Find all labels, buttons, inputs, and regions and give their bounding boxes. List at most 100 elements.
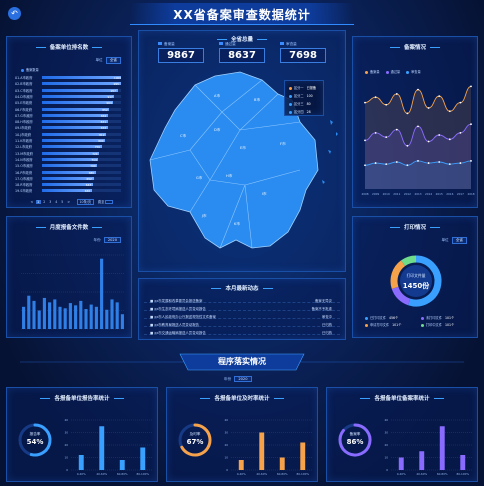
rank-track: 852: [42, 107, 121, 112]
donut-select-value[interactable]: 全省: [451, 237, 467, 244]
rank-row[interactable]: 07.G市政府 834: [15, 113, 121, 118]
rank-bar: [42, 157, 99, 161]
donut-unit-select[interactable]: 单位 全省: [441, 237, 467, 244]
rank-bar: [42, 176, 94, 180]
pager-item[interactable]: 4: [55, 200, 58, 204]
rank-panel: 备案单位排名数 单位 全省 备案数量 <1 2 3 4 5 > 10条/页 跳至 01.A…: [6, 36, 132, 208]
news-item[interactable]: ■ xx市人民政府办公厅报送规范性文件备案 审查中: [144, 312, 340, 319]
rank-row[interactable]: 12.L市政府 756: [15, 144, 121, 149]
map-city-label: H市: [226, 174, 233, 178]
rank-row[interactable]: 11.K市政府 800: [15, 138, 121, 143]
bottom-y-tick: 30: [384, 431, 388, 435]
section-year-select[interactable]: 年份 2020: [224, 376, 252, 382]
rank-row[interactable]: 10.J市政府 812: [15, 132, 121, 137]
pager-item[interactable]: 3: [49, 200, 52, 204]
rank-select-label: 单位: [95, 58, 103, 62]
bottom-x-tick: 40-60%: [96, 472, 107, 476]
kpi-label-text: 备案量: [164, 42, 175, 46]
totals-title: 全省总量: [139, 35, 345, 43]
rank-row[interactable]: 14.N市政府 714: [15, 157, 121, 162]
rank-legend: 备案数量: [21, 67, 39, 72]
pager-info[interactable]: 10条/页: [76, 199, 95, 205]
news-item[interactable]: ■ xx市生态环境局报送人员变动报告 备案不予批准: [144, 304, 340, 311]
section-divider: [20, 353, 464, 371]
bottom-x-tick: 60-80%: [117, 472, 128, 476]
rank-row[interactable]: 16.P市政府 680: [15, 170, 121, 175]
rank-value: 831: [100, 120, 106, 125]
rank-value: 724: [92, 151, 98, 156]
bottom-y-tick: 10: [64, 456, 68, 460]
trend-x-tick: 2015: [436, 192, 443, 196]
news-item[interactable]: ■ xx市交通运输局报送人员变动报告 已归档: [144, 328, 340, 335]
monthly-bar: [27, 295, 31, 329]
donut-panel: 打印情况 单位 全省 打印文件量 1450份 已打印文件 456个 未打印文件 101…: [352, 216, 478, 338]
rank-label: 18.R市政府: [15, 183, 33, 188]
rank-row[interactable]: 09.I市政府 833: [15, 125, 121, 130]
rank-bar: [42, 82, 121, 86]
rank-track: 812: [42, 132, 121, 137]
rank-bar: [42, 139, 106, 142]
rank-row[interactable]: 08.H市政府 831: [15, 119, 121, 124]
donut-legend-label: 申请打印文件: [370, 323, 390, 327]
monthly-year-select[interactable]: 年份 2020: [94, 237, 121, 243]
pager-item[interactable]: 1: [35, 200, 41, 204]
rank-track: 714: [42, 157, 121, 162]
rank-label: 17.Q市政府: [15, 176, 33, 181]
rank-row[interactable]: 03.C市政府 957: [15, 88, 121, 93]
trend-legend-item: 备案量: [365, 70, 380, 74]
trend-point: [448, 138, 451, 141]
bottom-y-tick: 10: [384, 456, 388, 460]
trend-x-tick: 2018: [467, 192, 474, 196]
bottom-bar: [78, 455, 84, 470]
rank-label: 12.L市政府: [15, 145, 32, 150]
rank-track: 756: [42, 145, 121, 149]
rank-row[interactable]: 13.M市政府 724: [15, 151, 121, 156]
trend-legend-label: 审查量: [411, 70, 421, 74]
pager-item[interactable]: <: [30, 200, 34, 204]
bottom-x-tick: 0-40%: [237, 472, 246, 476]
rank-row[interactable]: 15.O市政府 700: [15, 163, 121, 168]
map-city-label: E市: [240, 146, 246, 150]
rank-row[interactable]: 04.D市政府 917: [15, 94, 121, 99]
monthly-bar: [22, 306, 26, 329]
rank-row[interactable]: 02.B市政府 995: [15, 81, 121, 86]
donut-center-disc: [400, 265, 432, 297]
rank-bar: [42, 189, 92, 193]
donut-slice: [408, 255, 442, 307]
back-arrow-icon[interactable]: ↶: [8, 7, 21, 20]
rank-row[interactable]: 19.S市政府 630: [15, 188, 121, 193]
rank-label: 10.J市政府: [15, 132, 32, 137]
pager-goto-input[interactable]: [105, 200, 114, 204]
trend-point: [448, 110, 451, 113]
donut-slice: [390, 260, 406, 289]
news-item[interactable]: ■ xx市发展和改革委员会报送备案 备案无异议: [144, 296, 340, 303]
rank-value: 917: [107, 94, 113, 99]
monthly-panel-title: 月度报备文件数: [7, 223, 131, 231]
bottom-bar: [439, 426, 445, 470]
rank-row[interactable]: 18.R市政府 643: [15, 182, 121, 187]
pager-item[interactable]: 2: [43, 200, 46, 204]
rank-row[interactable]: 06.F市政府 852: [15, 107, 121, 112]
section-select-value[interactable]: 2020: [234, 376, 252, 382]
trend-point: [395, 93, 398, 95]
bottom-x-tick: 60-80%: [437, 472, 448, 476]
rank-row[interactable]: 01.A市政府 1000: [15, 75, 121, 80]
rank-pager[interactable]: <1 2 3 4 5 > 10条/页 跳至: [29, 199, 114, 205]
rank-row[interactable]: 05.E市政府 904: [15, 100, 121, 105]
bottom-y-tick: 0: [226, 468, 228, 472]
pager-item[interactable]: >: [67, 200, 70, 204]
news-item[interactable]: ■ xx市教育局报送人员变动报告 已归档: [144, 320, 340, 327]
donut-legend-item: 申请打印文件 101个: [365, 322, 401, 327]
monthly-bar: [48, 302, 52, 329]
monthly-select-value[interactable]: 2020: [103, 237, 121, 243]
donut-legend-label: 未打印文件: [426, 316, 442, 320]
trend-point: [438, 161, 441, 163]
bottom-bar: [259, 432, 265, 470]
rank-row[interactable]: 17.Q市政府 652: [15, 176, 121, 181]
rank-select-value[interactable]: 全省: [105, 57, 121, 64]
rank-unit-select[interactable]: 单位 全省: [95, 57, 121, 64]
rank-track: 833: [42, 126, 121, 130]
trend-point: [427, 107, 430, 109]
pager-item[interactable]: 5: [61, 200, 64, 204]
bottom-panel: 各报备单位报告率统计 0 10 20 30 40 0-40% 40-60% 60-80% 80-1…: [6, 387, 158, 482]
